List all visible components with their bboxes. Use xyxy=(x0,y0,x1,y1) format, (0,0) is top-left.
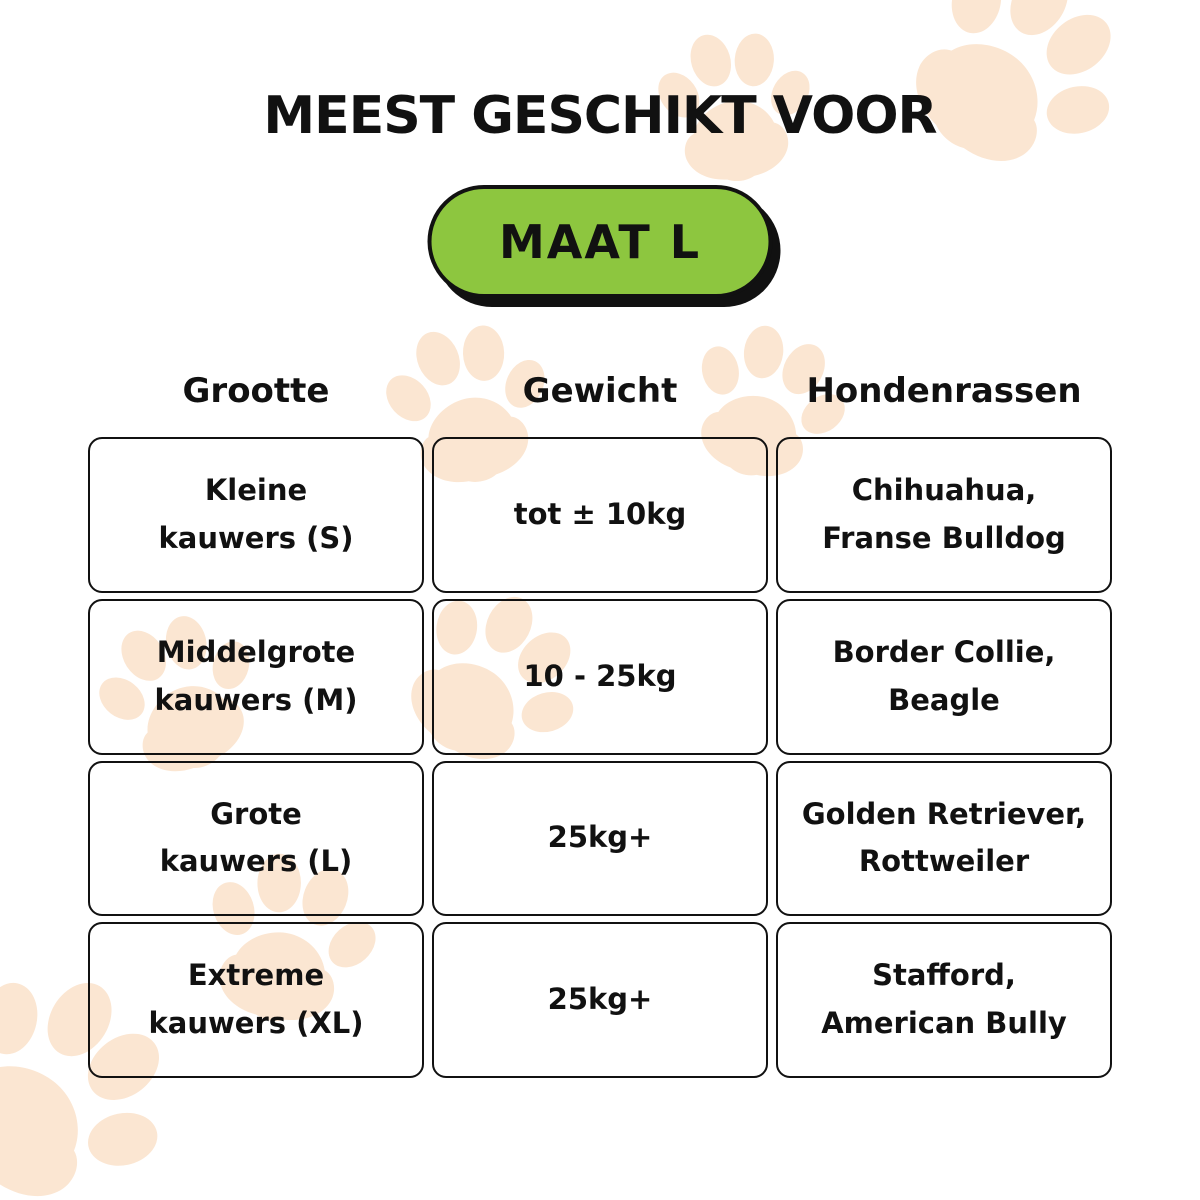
size-badge: MAAT L xyxy=(427,185,773,298)
cell-breeds-s: Chihuahua, Franse Bulldog xyxy=(776,437,1112,593)
cell-weight-s: tot ± 10kg xyxy=(432,437,768,593)
cell-weight-m: 10 - 25kg xyxy=(432,598,768,755)
cell-size-m: Middelgrote kauwers (M) xyxy=(88,598,424,755)
cell-breeds-l: Golden Retriever, Rottweiler xyxy=(776,760,1112,917)
cell-breeds-xl: Stafford, American Bully xyxy=(776,922,1112,1078)
cell-size-l: Grote kauwers (L) xyxy=(88,760,424,917)
cell-weight-l: 25kg+ xyxy=(432,760,768,917)
column-header-gewicht: Gewicht xyxy=(522,371,678,411)
cell-size-s: Kleine kauwers (S) xyxy=(88,437,424,593)
size-table: Kleine kauwers (S) tot ± 10kg Chihuahua,… xyxy=(88,437,1112,1078)
page-title: MEEST GESCHIKT VOOR xyxy=(263,86,937,146)
column-header-hondenrassen: Hondenrassen xyxy=(806,371,1082,411)
table-header-row: Grootte Gewicht Hondenrassen xyxy=(88,371,1112,411)
column-header-grootte: Grootte xyxy=(182,371,330,411)
size-badge-label: MAAT L xyxy=(498,214,702,269)
cell-breeds-m: Border Collie, Beagle xyxy=(776,598,1112,755)
cell-weight-xl: 25kg+ xyxy=(432,922,768,1078)
cell-size-xl: Extreme kauwers (XL) xyxy=(88,922,424,1078)
